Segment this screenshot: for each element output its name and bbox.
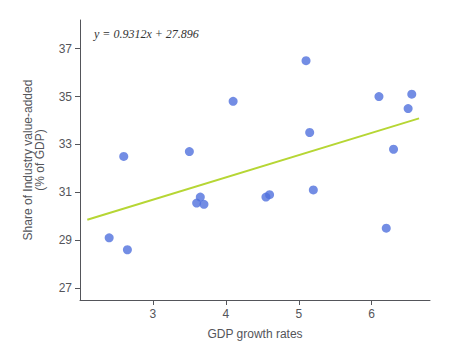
svg-text:27: 27 [59, 281, 73, 295]
svg-text:31: 31 [59, 185, 73, 199]
svg-text:37: 37 [59, 42, 73, 56]
svg-text:y = 0.9312x + 27.896: y = 0.9312x + 27.896 [93, 27, 199, 41]
svg-text:GDP growth rates: GDP growth rates [207, 327, 302, 341]
svg-text:Share of Industry value-added: Share of Industry value-added [21, 79, 35, 241]
svg-text:4: 4 [222, 307, 229, 321]
svg-text:(% of GDP): (% of GDP) [33, 129, 47, 190]
svg-text:33: 33 [59, 137, 73, 151]
svg-text:5: 5 [295, 307, 302, 321]
svg-text:29: 29 [59, 233, 73, 247]
svg-text:35: 35 [59, 90, 73, 104]
svg-text:3: 3 [150, 307, 157, 321]
svg-text:6: 6 [368, 307, 375, 321]
